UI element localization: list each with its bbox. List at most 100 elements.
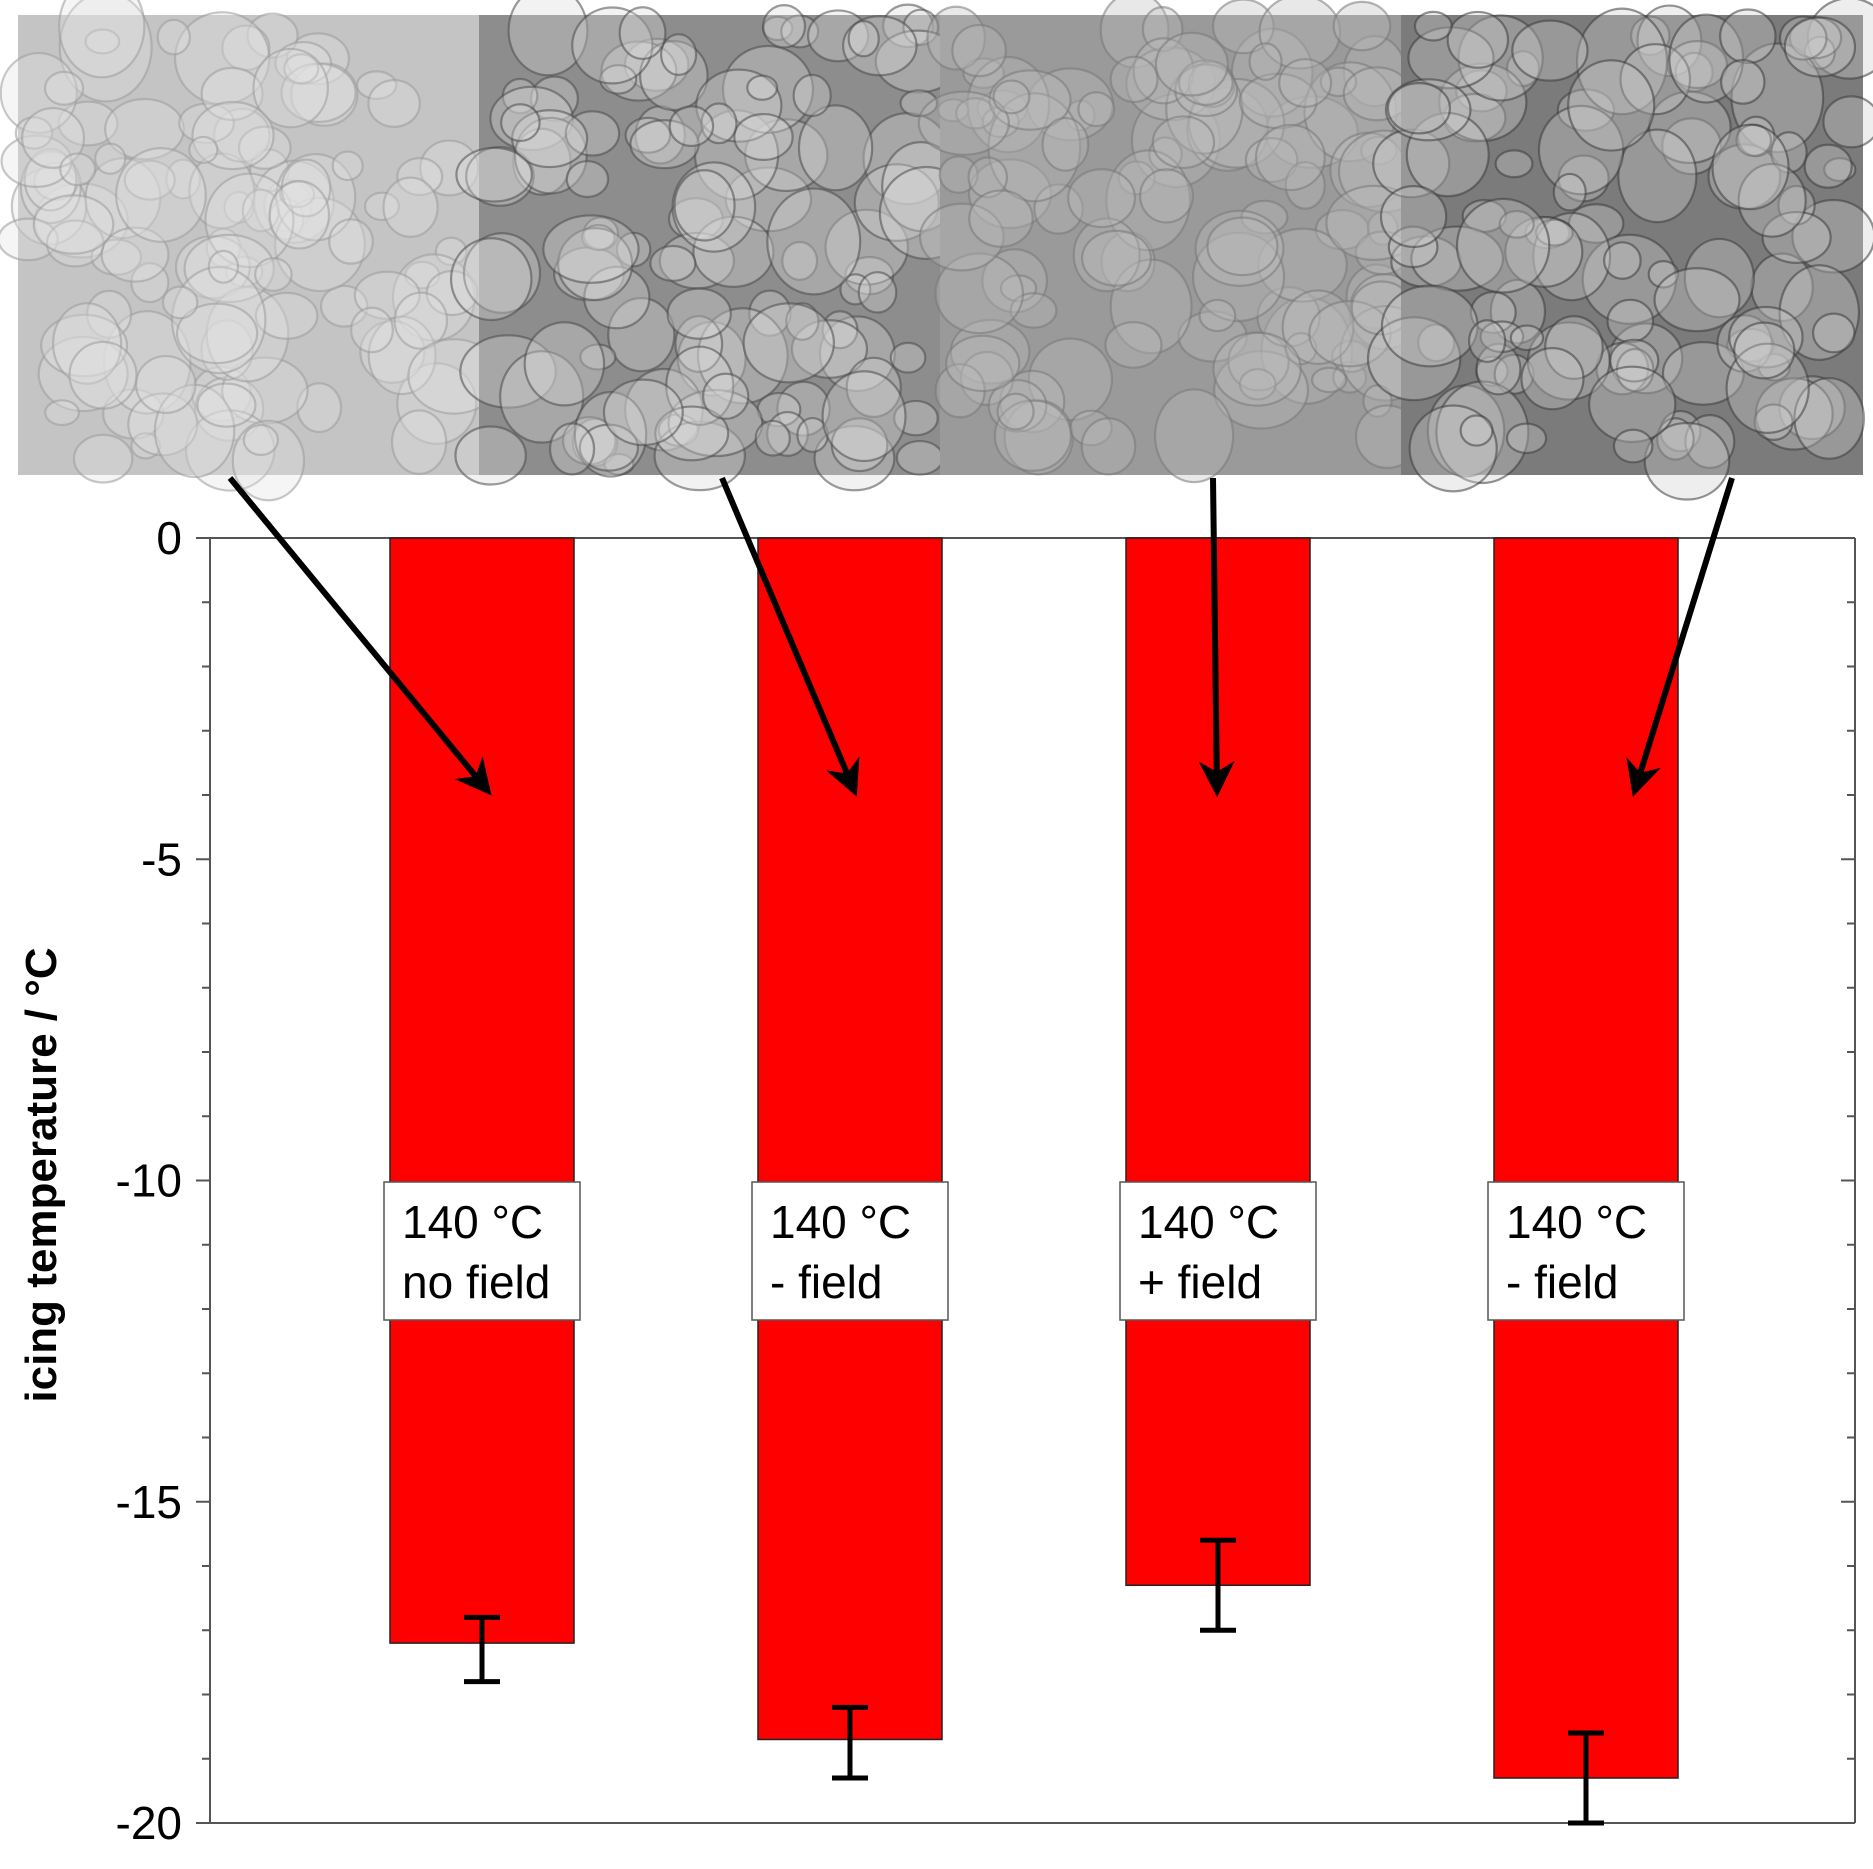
- label-box-background: [383, 1181, 581, 1321]
- micrograph-cell: [796, 416, 829, 453]
- arrow: [719, 476, 860, 797]
- bar: [389, 537, 575, 1644]
- micrograph-cell: [434, 236, 468, 267]
- y-axis: 0 -5 -10 -15 -20: [116, 512, 1855, 1849]
- micrograph-cell: [1684, 413, 1736, 469]
- error-bar: [1200, 1537, 1236, 1633]
- micrograph-cell: [996, 392, 1035, 431]
- micrograph-cell: [1104, 321, 1163, 369]
- bar-label-line: 140 °C: [1506, 1196, 1647, 1248]
- micrograph-cell: [1822, 95, 1873, 149]
- micrograph-cell: [123, 159, 176, 201]
- micrograph-cell: [700, 102, 738, 145]
- micrograph-cell: [660, 33, 698, 76]
- micrograph-cell: [0, 217, 59, 262]
- bar-series: [389, 537, 1679, 1779]
- micrograph-cell: [746, 74, 779, 101]
- micrograph-cell: [1668, 13, 1745, 104]
- micrograph-cell: [283, 53, 320, 85]
- micrograph-cell: [673, 169, 736, 242]
- micrograph-cell: [571, 417, 619, 468]
- micrograph-cell: [1248, 42, 1283, 81]
- bar-label-box: 140 °C - field: [1487, 1181, 1685, 1321]
- micrograph-cell: [1238, 368, 1277, 401]
- micrograph-cell: [1153, 388, 1235, 484]
- micrograph-cell: [781, 240, 819, 281]
- micrograph-cell: [1177, 310, 1248, 363]
- bar: [757, 537, 943, 1741]
- micrograph-cell: [1077, 91, 1116, 128]
- micrograph-cell: [1783, 16, 1857, 78]
- micrograph-cell: [1139, 168, 1194, 224]
- micrograph-cell: [1505, 422, 1548, 455]
- micrograph-cell: [1438, 62, 1528, 142]
- micrograph-cell: [1537, 104, 1625, 196]
- micrograph-cell: [1072, 217, 1141, 293]
- micrograph-cell: [449, 237, 533, 322]
- micrograph-cell: [889, 341, 927, 374]
- micrograph-cell: [455, 146, 533, 203]
- micrograph-cell: [824, 208, 909, 286]
- micrograph-cell: [1617, 128, 1698, 224]
- bar-label-line: - field: [1506, 1256, 1618, 1308]
- micrograph-cell: [57, 100, 119, 147]
- micrograph-cell: [1511, 19, 1589, 82]
- micrograph-cell: [1475, 342, 1522, 396]
- micrograph-cell: [813, 425, 896, 492]
- micrograph-cell: [32, 194, 115, 255]
- micrograph-cell: [1753, 403, 1794, 441]
- micrograph-cell: [1177, 59, 1234, 106]
- micrograph-cell: [1198, 298, 1237, 333]
- micrograph-cell: [993, 399, 1073, 472]
- micrograph-cell: [1212, 331, 1302, 407]
- micrograph-cell: [454, 425, 527, 486]
- y-tick-label: -5: [141, 833, 182, 885]
- micrograph-cell: [945, 334, 1021, 393]
- y-tick-label: -10: [116, 1155, 182, 1207]
- bar-label-boxes: 140 °C no field 140 °C - field 140 °C + field…: [383, 1181, 1685, 1321]
- micrograph-cell: [161, 285, 199, 320]
- micrograph-cell: [674, 315, 724, 373]
- bar-label-box: 140 °C + field: [1119, 1181, 1317, 1321]
- micrograph-cell: [766, 410, 809, 457]
- micrograph-cell: [382, 176, 439, 238]
- micrograph-140c-minus-field-2: [1366, 0, 1873, 501]
- micrograph-cell: [992, 79, 1031, 115]
- micrograph-cell: [175, 302, 259, 365]
- micrograph-cell: [1612, 428, 1654, 464]
- micrograph-cell: [1284, 161, 1326, 210]
- micrograph-cell: [1067, 168, 1137, 229]
- micrograph-cell: [1588, 365, 1677, 444]
- micrograph-cell: [790, 319, 869, 379]
- micrograph-cell: [268, 180, 331, 250]
- arrow: [1626, 477, 1735, 797]
- micrograph-background: [18, 15, 480, 475]
- micrograph-cell: [951, 23, 1007, 78]
- micrograph-cell: [367, 79, 421, 128]
- micrograph-140c-no-field: [0, 0, 501, 502]
- micrograph-cell: [1556, 88, 1616, 132]
- micrograph-cell: [1661, 341, 1745, 406]
- micrograph-cell: [742, 302, 836, 384]
- micrograph-cell: [21, 107, 86, 169]
- micrograph-cell: [191, 100, 275, 171]
- error-bar: [464, 1614, 500, 1685]
- y-tick-label: -20: [116, 1797, 182, 1849]
- label-box-background: [1119, 1181, 1317, 1321]
- micrograph-cell: [328, 218, 374, 265]
- micrograph-cell: [1379, 185, 1448, 249]
- micrograph-cell: [1080, 417, 1137, 476]
- micrograph-cell: [367, 315, 437, 396]
- micrograph-cell: [748, 289, 792, 337]
- micrograph-cell: [1386, 82, 1451, 135]
- micrograph-cell: [156, 18, 191, 56]
- micrograph-cell: [363, 191, 400, 222]
- bar-label-line: no field: [402, 1256, 550, 1308]
- micrograph-cell: [523, 321, 606, 407]
- micrograph-cell: [580, 223, 616, 251]
- micrograph-cell: [1446, 10, 1510, 69]
- micrograph-cell: [1606, 298, 1655, 344]
- micrograph-cell: [668, 105, 715, 148]
- y-tick-label: 0: [156, 512, 182, 564]
- micrograph-cell: [1360, 135, 1398, 166]
